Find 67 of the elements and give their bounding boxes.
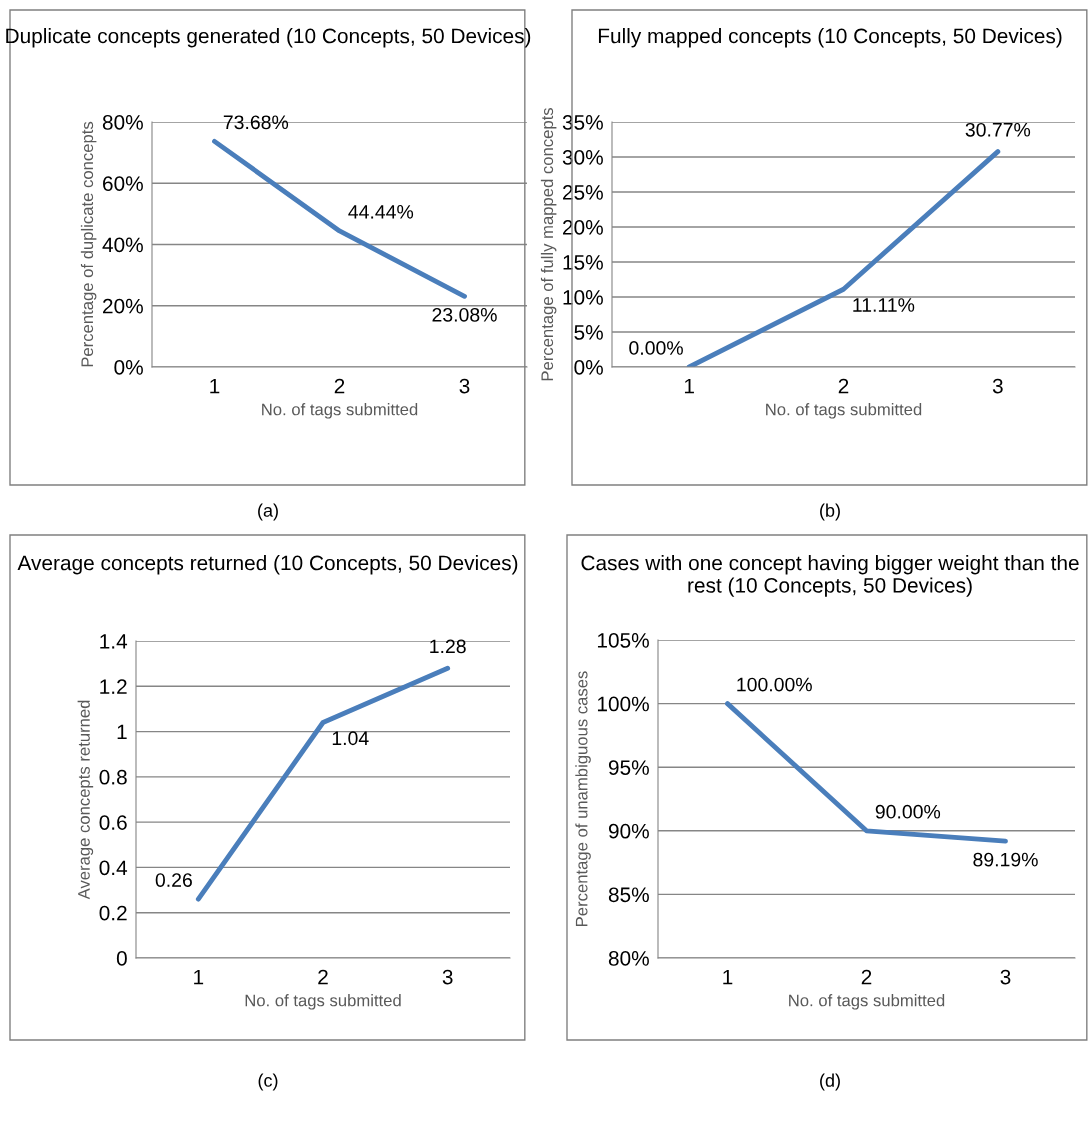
y-tick-label: 15% xyxy=(563,255,603,270)
y-tick-label: 0.6 xyxy=(99,815,127,830)
data-label: 90.00% xyxy=(875,804,941,819)
y-tick-label: 1.4 xyxy=(100,634,128,649)
y-axis-title: Percentage of unambiguous cases xyxy=(575,671,591,926)
y-tick-label: 105% xyxy=(597,633,649,648)
y-tick-label: 85% xyxy=(608,887,649,903)
x-tick-label: 2 xyxy=(334,378,345,394)
data-label: 1.28 xyxy=(430,639,466,654)
y-tick-label: 40% xyxy=(102,237,143,253)
x-axis-title: No. of tags submitted xyxy=(262,403,418,419)
x-tick-label: 3 xyxy=(992,378,1003,394)
y-tick-label: 20% xyxy=(563,220,603,235)
y-tick-label: 90% xyxy=(608,823,649,839)
y-tick-label: 1.2 xyxy=(100,679,127,694)
y-tick-label: 25% xyxy=(563,185,603,200)
x-axis-title: No. of tags submitted xyxy=(789,994,945,1010)
x-axis-title: No. of tags submitted xyxy=(245,994,401,1010)
y-tick-label: 95% xyxy=(608,760,649,775)
y-tick-label: 0.4 xyxy=(99,860,128,876)
x-tick-label: 2 xyxy=(838,378,849,394)
data-label: 30.77% xyxy=(965,122,1031,137)
data-label: 100.00% xyxy=(737,677,812,692)
x-tick-label: 2 xyxy=(318,969,328,985)
y-tick-label: 80% xyxy=(102,115,143,130)
y-tick-label: 10% xyxy=(563,290,603,305)
y-tick-label: 35% xyxy=(562,115,603,130)
y-tick-label: 0 xyxy=(116,951,127,966)
x-tick-label: 1 xyxy=(684,378,694,394)
text: (a) xyxy=(258,503,278,521)
data-label: 23.08% xyxy=(432,307,497,322)
y-axis-title: Average concepts returned xyxy=(77,700,94,900)
x-tick-label: 3 xyxy=(442,969,453,985)
data-label: 0.26 xyxy=(155,873,192,887)
y-tick-label: 0% xyxy=(114,360,143,375)
y-tick-label: 100% xyxy=(597,696,649,712)
y-tick-label: 1 xyxy=(117,724,127,740)
data-label: 44.44% xyxy=(348,205,414,219)
y-tick-label: 80% xyxy=(608,951,649,966)
y-tick-label: 0% xyxy=(574,360,603,375)
chart-title: Cases with one concept having bigger weight than the rest (10 Concepts, 50 Devices) xyxy=(581,555,1079,597)
x-tick-label: 3 xyxy=(1000,969,1011,985)
data-label: 1.04 xyxy=(332,731,369,746)
y-tick-label: 20% xyxy=(103,298,143,314)
data-label: 89.19% xyxy=(973,852,1038,867)
x-tick-label: 3 xyxy=(459,378,470,394)
x-tick-label: 1 xyxy=(194,969,204,985)
y-tick-label: 5% xyxy=(574,325,603,340)
y-axis-title: Percentage of duplicate concepts xyxy=(80,121,97,367)
x-tick-label: 2 xyxy=(861,969,872,985)
data-label: 73.68% xyxy=(223,115,289,130)
y-tick-label: 60% xyxy=(103,176,143,191)
data-label: 0.00% xyxy=(629,341,683,355)
y-axis-title: Percentage of fully mapped concepts xyxy=(540,107,557,381)
text: (b) xyxy=(820,503,840,521)
data-label: 11.11% xyxy=(853,298,915,312)
chart-title: Fully mapped concepts (10 Concepts, 50 Devices) xyxy=(598,28,1062,48)
y-tick-label: 0.8 xyxy=(99,769,127,785)
x-tick-label: 1 xyxy=(723,969,733,985)
text: (d) xyxy=(820,1073,840,1091)
x-tick-label: 1 xyxy=(210,378,220,394)
y-tick-label: 30% xyxy=(562,150,603,165)
y-tick-label: 0.2 xyxy=(99,905,127,921)
chart-title: Duplicate concepts generated (10 Concepts, 50 Devices) xyxy=(6,28,531,48)
x-axis-title: No. of tags submitted xyxy=(766,403,922,419)
text: (c) xyxy=(258,1073,278,1091)
chart-title: Average concepts returned (10 Concepts, 50 Devices) xyxy=(17,555,518,575)
